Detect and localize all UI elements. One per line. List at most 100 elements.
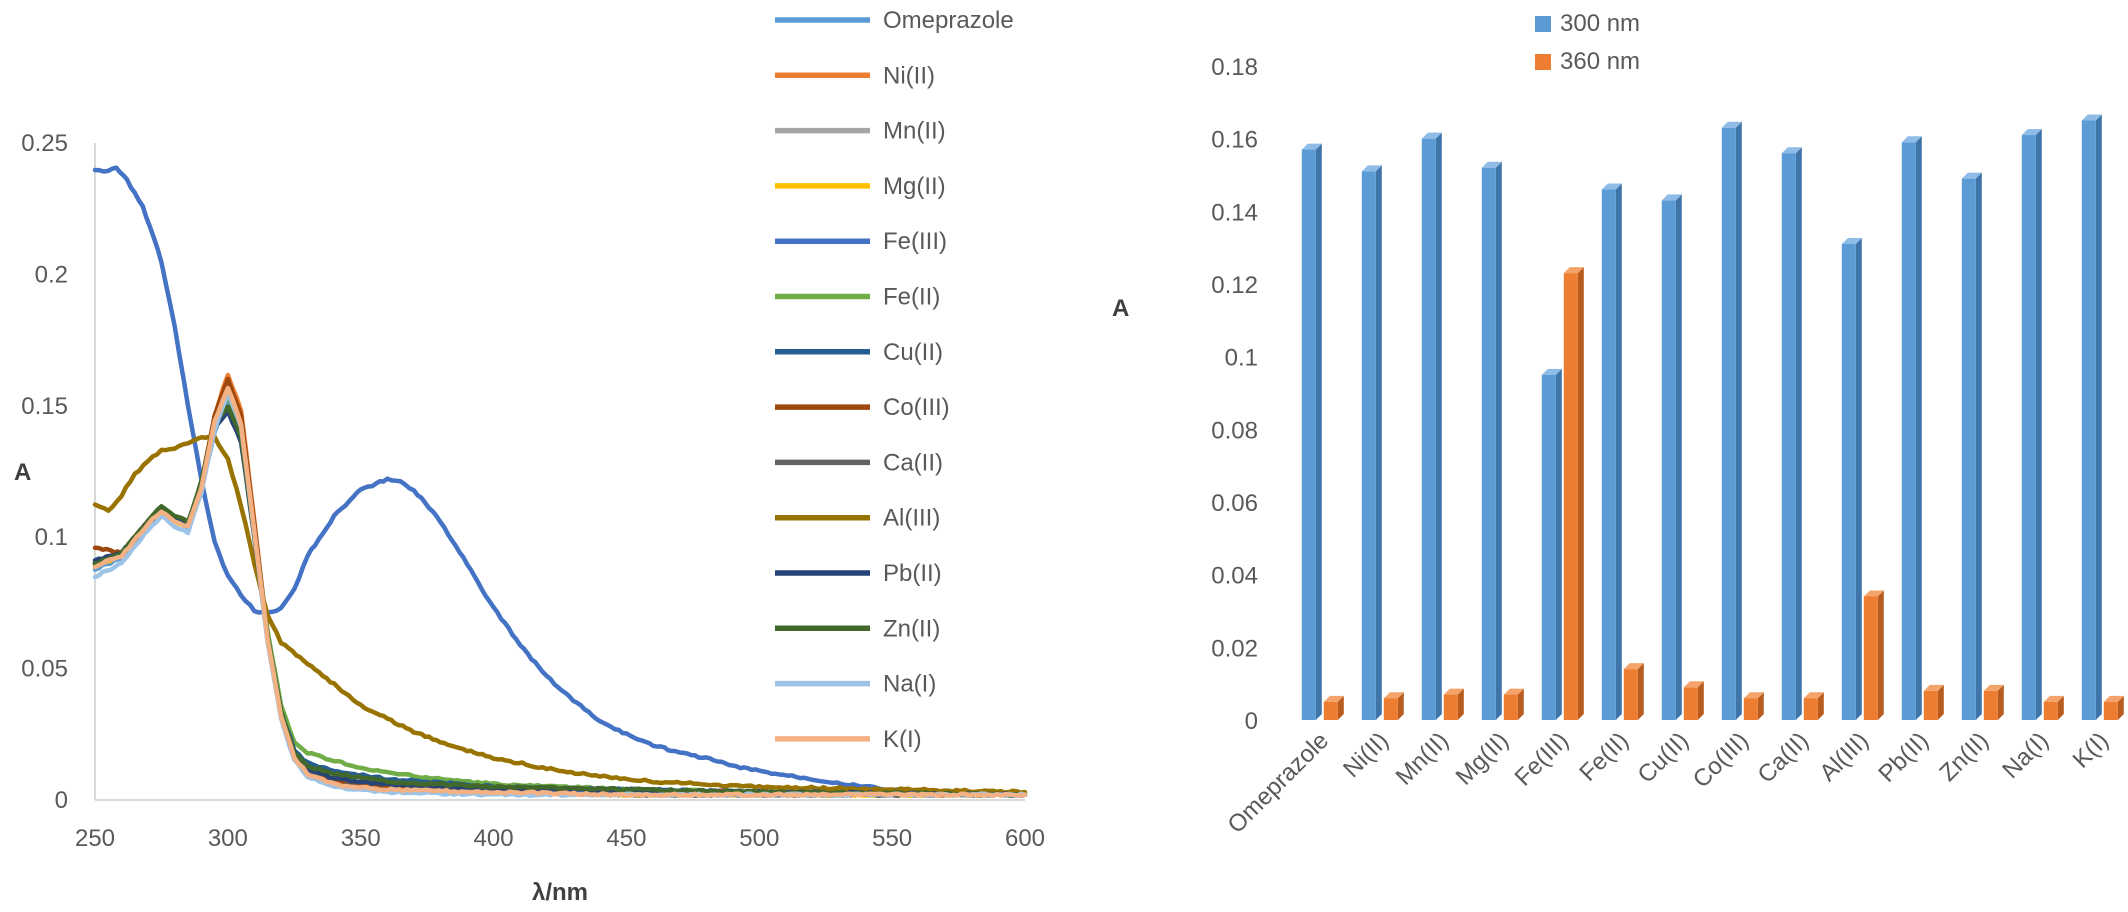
category-label: Al(III): [1814, 727, 1874, 787]
y-tick-label: 0.04: [1211, 563, 1258, 590]
x-tick-label: 250: [75, 825, 115, 852]
legend-label: Pb(II): [883, 560, 942, 587]
legend-label: Fe(II): [883, 284, 940, 311]
bar-300 nm: [1301, 149, 1316, 721]
bar-360 nm: [1983, 690, 1998, 720]
y-tick-label: 0.06: [1211, 490, 1258, 517]
legend-label: Zn(II): [883, 615, 940, 642]
x-tick-label: 450: [606, 825, 646, 852]
bar-300 nm: [1601, 189, 1616, 721]
category-label: Na(I): [1997, 727, 2054, 784]
legend-label: Co(III): [883, 394, 950, 421]
bar-top: [1623, 663, 1644, 670]
bar-300 nm: [1481, 167, 1496, 720]
bar-300 nm: [1541, 374, 1556, 720]
bar-300 nm: [1361, 171, 1376, 720]
legend-label: Fe(III): [883, 228, 947, 255]
category-label: Fe(III): [1510, 727, 1574, 791]
y-tick-label: 0.08: [1211, 417, 1258, 444]
y-axis-title: A: [1112, 295, 1129, 322]
y-axis-title: A: [14, 459, 31, 486]
category-label: Ca(II): [1753, 727, 1815, 789]
x-tick-label: 300: [208, 825, 248, 852]
bar-top: [2043, 695, 2064, 702]
bar-side: [2095, 114, 2102, 720]
category-label: Ni(II): [1338, 727, 1394, 783]
bar-top: [1361, 165, 1382, 172]
bar-top: [1601, 183, 1622, 190]
bar-side: [1397, 692, 1404, 720]
series-line-Fe(III): [92, 165, 1028, 798]
bar-side: [1555, 368, 1562, 720]
category-label: Fe(II): [1574, 727, 1634, 787]
legend-label: Ca(II): [883, 449, 943, 476]
x-tick-label: 350: [341, 825, 381, 852]
bar-top: [1481, 161, 1502, 168]
category-label: K(I): [2068, 727, 2114, 773]
bar-360 nm: [2103, 701, 2118, 720]
legend-label: Al(III): [883, 505, 940, 532]
bar-top: [1863, 590, 1884, 597]
bar-top: [1503, 688, 1524, 695]
legend-label: Ni(II): [883, 62, 935, 89]
bar-top: [1541, 368, 1562, 375]
bar-top: [1301, 143, 1322, 150]
bar-360 nm: [1563, 273, 1578, 720]
legend-label: Mn(II): [883, 118, 946, 145]
bar-360 nm: [1383, 698, 1398, 720]
bar-side: [1795, 147, 1802, 720]
bar-side: [1637, 663, 1644, 720]
bar-top: [2103, 695, 2124, 702]
category-label: Co(III): [1688, 727, 1754, 793]
y-tick-label: 0.1: [1225, 345, 1258, 372]
category-label: Mg(II): [1451, 727, 1514, 790]
bar-side: [1615, 183, 1622, 721]
bar-top: [1961, 172, 1982, 179]
bar-top: [1383, 692, 1404, 699]
bar-side: [1697, 681, 1704, 720]
bar-top: [1661, 194, 1682, 201]
legend-label: 360 nm: [1560, 48, 1640, 75]
bar-side: [2117, 695, 2124, 720]
bar-side: [1855, 238, 1862, 721]
y-tick-label: 0.02: [1211, 635, 1258, 662]
bar-side: [1735, 121, 1742, 721]
bar-360 nm: [1803, 698, 1818, 720]
bar-side: [1915, 136, 1922, 721]
bar-side: [1577, 267, 1584, 720]
bar-top: [2021, 129, 2042, 136]
x-tick-label: 500: [739, 825, 779, 852]
bar-top: [1841, 238, 1862, 245]
category-label: Zn(II): [1934, 727, 1994, 787]
category-label: Cu(II): [1633, 727, 1695, 789]
bar-side: [1457, 688, 1464, 720]
bar-360 nm: [1743, 698, 1758, 720]
category-label: Pb(II): [1873, 727, 1934, 788]
bar-top: [1683, 681, 1704, 688]
bar-360 nm: [1683, 687, 1698, 720]
series-line-K(I): [92, 385, 1028, 799]
bar-side: [1757, 692, 1764, 720]
bar-top: [1923, 684, 1944, 691]
bar-top: [1443, 688, 1464, 695]
legend-label: Cu(II): [883, 339, 943, 366]
bar-300 nm: [1961, 178, 1976, 721]
bar-side: [1975, 172, 1982, 721]
legend-label: K(I): [883, 726, 922, 753]
bar-360 nm: [1863, 596, 1878, 720]
category-label: Omeprazole: [1223, 727, 1335, 839]
bar-side: [1517, 688, 1524, 720]
absorption-spectra-chart: 0 0.05 0.1 0.15 0.2 0.25 250 300 350 400 450 500 550…: [14, 7, 1045, 906]
bar-side: [1877, 590, 1884, 720]
y-tick-label: 0.14: [1211, 199, 1258, 226]
bar-side: [1937, 684, 1944, 720]
bar-300 nm: [1661, 200, 1676, 720]
bar-top: [1901, 136, 1922, 143]
bar-300 nm: [1901, 142, 1916, 721]
bar-360 nm: [1923, 690, 1938, 720]
bar-360 nm: [1443, 694, 1458, 720]
bar-300 nm: [1421, 138, 1436, 720]
y-tick-label: 0: [55, 787, 68, 814]
bar-top: [1983, 684, 2004, 691]
